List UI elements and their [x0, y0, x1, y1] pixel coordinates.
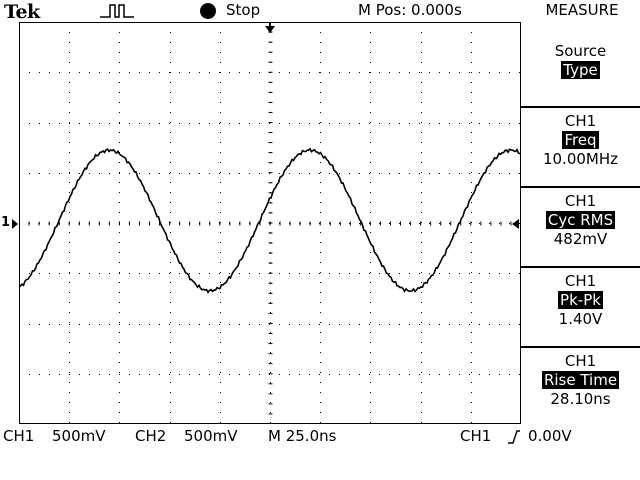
waveform-display	[19, 22, 521, 424]
measurement-value: 10.00MHz	[542, 150, 619, 168]
trigger-level-arrow-icon	[512, 219, 519, 229]
top-status-bar: Tek Stop M Pos: 0.000s MEASURE	[0, 0, 640, 23]
ch2-label: CH2	[135, 427, 167, 445]
measurement-value: 1.40V	[558, 310, 603, 328]
measurement-type: Rise Time	[541, 371, 620, 389]
measurement-value: 482mV	[553, 230, 608, 248]
trigger-position-tick	[269, 22, 271, 28]
measurement-type: Cyc RMS	[545, 211, 616, 229]
trigger-position-arrow-icon	[265, 26, 275, 33]
trigger-source: CH1	[460, 427, 492, 445]
menu-button-measurement-3[interactable]: CH1 Pk-Pk 1.40V	[521, 266, 640, 346]
brand-logo: Tek	[4, 1, 40, 23]
rising-edge-icon	[508, 430, 520, 444]
menu-button-source[interactable]: Source Type	[521, 22, 640, 106]
trigger-level-readout: 0.00V	[528, 427, 572, 445]
graticule	[19, 22, 521, 424]
measure-menu: Source Type CH1 Freq 10.00MHz CH1 Cyc RM…	[521, 22, 640, 424]
measurement-channel: CH1	[564, 272, 597, 290]
channel-1-marker: 1	[1, 215, 11, 230]
timebase-readout: M 25.0ns	[268, 427, 337, 445]
horizontal-position-readout: M Pos: 0.000s	[358, 1, 462, 19]
ch1-label: CH1	[3, 427, 35, 445]
measurement-value: 28.10ns	[550, 390, 611, 408]
ch2-scale: 500mV	[184, 427, 238, 445]
source-label: Source	[554, 42, 607, 60]
bottom-status-bar: CH1 500mV CH2 500mV M 25.0ns CH1 0.00V	[0, 426, 640, 448]
measurement-channel: CH1	[564, 112, 597, 130]
menu-button-measurement-4[interactable]: CH1 Rise Time 28.10ns	[521, 346, 640, 424]
measurement-type: Pk-Pk	[558, 291, 603, 309]
measurement-channel: CH1	[564, 192, 597, 210]
ch1-waveform-trace	[19, 147, 521, 294]
menu-button-measurement-2[interactable]: CH1 Cyc RMS 482mV	[521, 186, 640, 266]
menu-button-measurement-1[interactable]: CH1 Freq 10.00MHz	[521, 106, 640, 186]
acquisition-status: Stop	[226, 1, 261, 19]
pulse-icon	[100, 4, 134, 18]
channel-1-ground-arrow-icon	[12, 219, 18, 229]
measurement-type: Freq	[562, 131, 599, 149]
menu-title: MEASURE	[545, 1, 619, 19]
ch1-scale: 500mV	[52, 427, 106, 445]
source-value: Type	[561, 61, 600, 79]
stop-dot-icon	[200, 3, 216, 19]
measurement-channel: CH1	[564, 352, 597, 370]
